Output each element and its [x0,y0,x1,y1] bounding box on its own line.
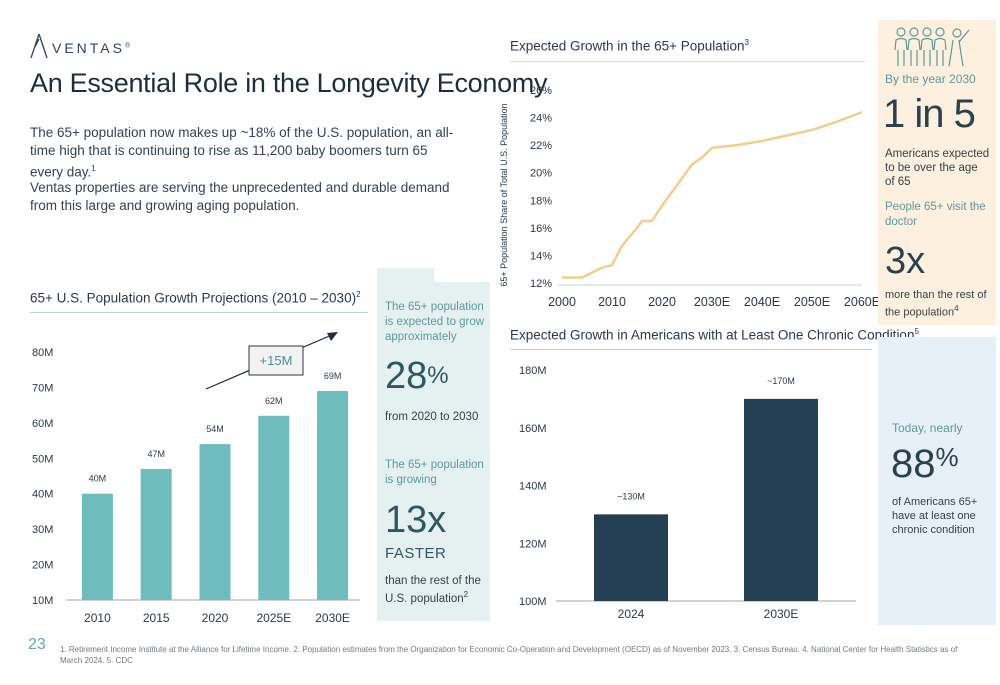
y-tick-label: 16% [530,223,552,235]
population-share-line-chart: 12% 14% 16% 18% 20% 22% 24% 26% 2000 2010 2020 203… [499,85,880,309]
y-tick-label: 100M [519,596,547,608]
x-tick-label: 2025E [256,611,291,625]
y-tick-label: 40M [32,489,53,501]
y-tick-label: 140M [519,481,547,493]
doctor-visit-label: People 65+ visit the doctor [885,201,986,228]
y-tick-label: 60M [32,418,53,430]
bar-value-label: 54M [206,424,224,434]
y-tick-label: 30M [32,524,53,536]
population-bar-chart: 10M 20M 30M 40M 50M 60M 70M 80M 40M 47M 54M 62M 69M… [32,332,360,625]
doctor-visit-desc: more than the rest of the population4 [885,289,987,319]
y-tick-label: 50M [32,453,53,465]
divider [30,312,368,313]
bar [81,493,113,600]
footnotes: 1. Retirement Income Institute at the Al… [60,645,958,665]
chart-title-expected-growth: Expected Growth in the 65+ Population3 [510,38,749,54]
growth-stats-panel [377,268,490,621]
bar-value-label: ~170M [767,376,795,386]
today-nearly-label: Today, nearly [892,421,963,435]
brand-name: VENTAS® [52,40,134,56]
y-tick-label: 26% [530,85,552,97]
x-tick-label: 2024 [618,607,645,621]
annotation-label: +15M [260,353,293,368]
intro-paragraph-1: The 65+ population now makes up ~18% of … [30,125,454,180]
y-tick-label: 160M [519,423,547,435]
year-2030-label: By the year 2030 [885,72,976,86]
arrow-head-icon [327,332,338,341]
bar-value-label: 40M [89,474,107,484]
stat-faster-sub: FASTER [385,545,447,562]
y-axis-label: 65+ Population Share of Total U.S. Popul… [499,103,509,286]
growth-annotation: +15M [205,332,338,390]
y-tick-label: 10M [32,595,53,607]
y-tick-label: 20M [32,560,53,572]
one-in-five-value: 1 in 5 [883,92,976,136]
y-tick-label: 120M [519,538,547,550]
y-tick-label: 22% [530,140,552,152]
y-tick-label: 18% [530,195,552,207]
bar [199,444,231,600]
chart-title-chronic-condition: Expected Growth in Americans with at Lea… [510,327,919,343]
bar [140,468,172,600]
doctor-visit-value: 3x [885,240,926,282]
bar [317,390,349,600]
x-tick-label: 2020 [648,295,676,309]
chart-title-population-growth: 65+ U.S. Population Growth Projections (… [30,290,361,306]
annotation-box [248,345,304,376]
x-tick-label: 2050E [794,295,830,309]
x-tick-label: 2010 [598,295,626,309]
bar-value-label: 62M [265,396,283,406]
x-tick-label: 2030E [315,611,350,625]
y-tick-label: 20% [530,168,552,180]
stat-growth-label: The 65+ population is expected to grow a… [385,301,485,343]
chronic-percent-value: 88% [891,442,959,486]
x-tick-label: 2020 [202,611,229,625]
x-tick-label: 2010 [84,611,111,625]
chronic-percent-desc: of Americans 65+ have at least one chron… [892,496,978,536]
x-tick-label: 2030E [694,295,730,309]
page-number: 23 [28,636,46,653]
x-tick-label: 2060E [844,295,880,309]
ventas-logo-icon [30,33,48,59]
x-tick-label: 2000 [548,295,576,309]
bar [258,415,290,600]
one-in-five-desc: Americans expected to be over the age of… [885,148,990,188]
x-tick-label: 2015 [143,611,170,625]
share-line-series [562,110,863,279]
y-tick-label: 12% [530,278,552,290]
stat-growth-desc: from 2020 to 2030 [385,411,479,423]
chronic-stats-panel [878,337,996,625]
x-tick-label: 2030E [764,607,799,621]
y-tick-label: 80M [32,347,53,359]
y-tick-label: 14% [530,250,552,262]
y-tick-label: 24% [530,113,552,125]
bar-value-label: 69M [324,371,342,381]
bar [594,514,668,601]
stat-growth-value: 28% [385,355,449,397]
intro-paragraph-2: Ventas properties are serving the unprec… [30,180,450,213]
aging-stats-panel [878,20,996,325]
y-tick-label: 70M [32,382,53,394]
stat-faster-label: The 65+ population is growing [385,459,484,486]
stat-faster-desc: than the rest of the U.S. population2 [385,575,481,605]
bar [744,398,818,601]
people-group-icon [894,27,970,67]
x-tick-label: 2040E [744,295,780,309]
stat-faster-value: 13x [385,499,447,541]
bar-value-label: 47M [147,449,165,459]
divider [510,61,865,62]
divider [510,349,872,350]
chronic-condition-bar-chart: 100M 120M 140M 160M 180M ~130M ~170M 2024 2030… [519,365,856,621]
bar-value-label: ~130M [617,491,645,501]
page-title: An Essential Role in the Longevity Econo… [30,68,551,98]
y-tick-label: 180M [519,365,547,377]
